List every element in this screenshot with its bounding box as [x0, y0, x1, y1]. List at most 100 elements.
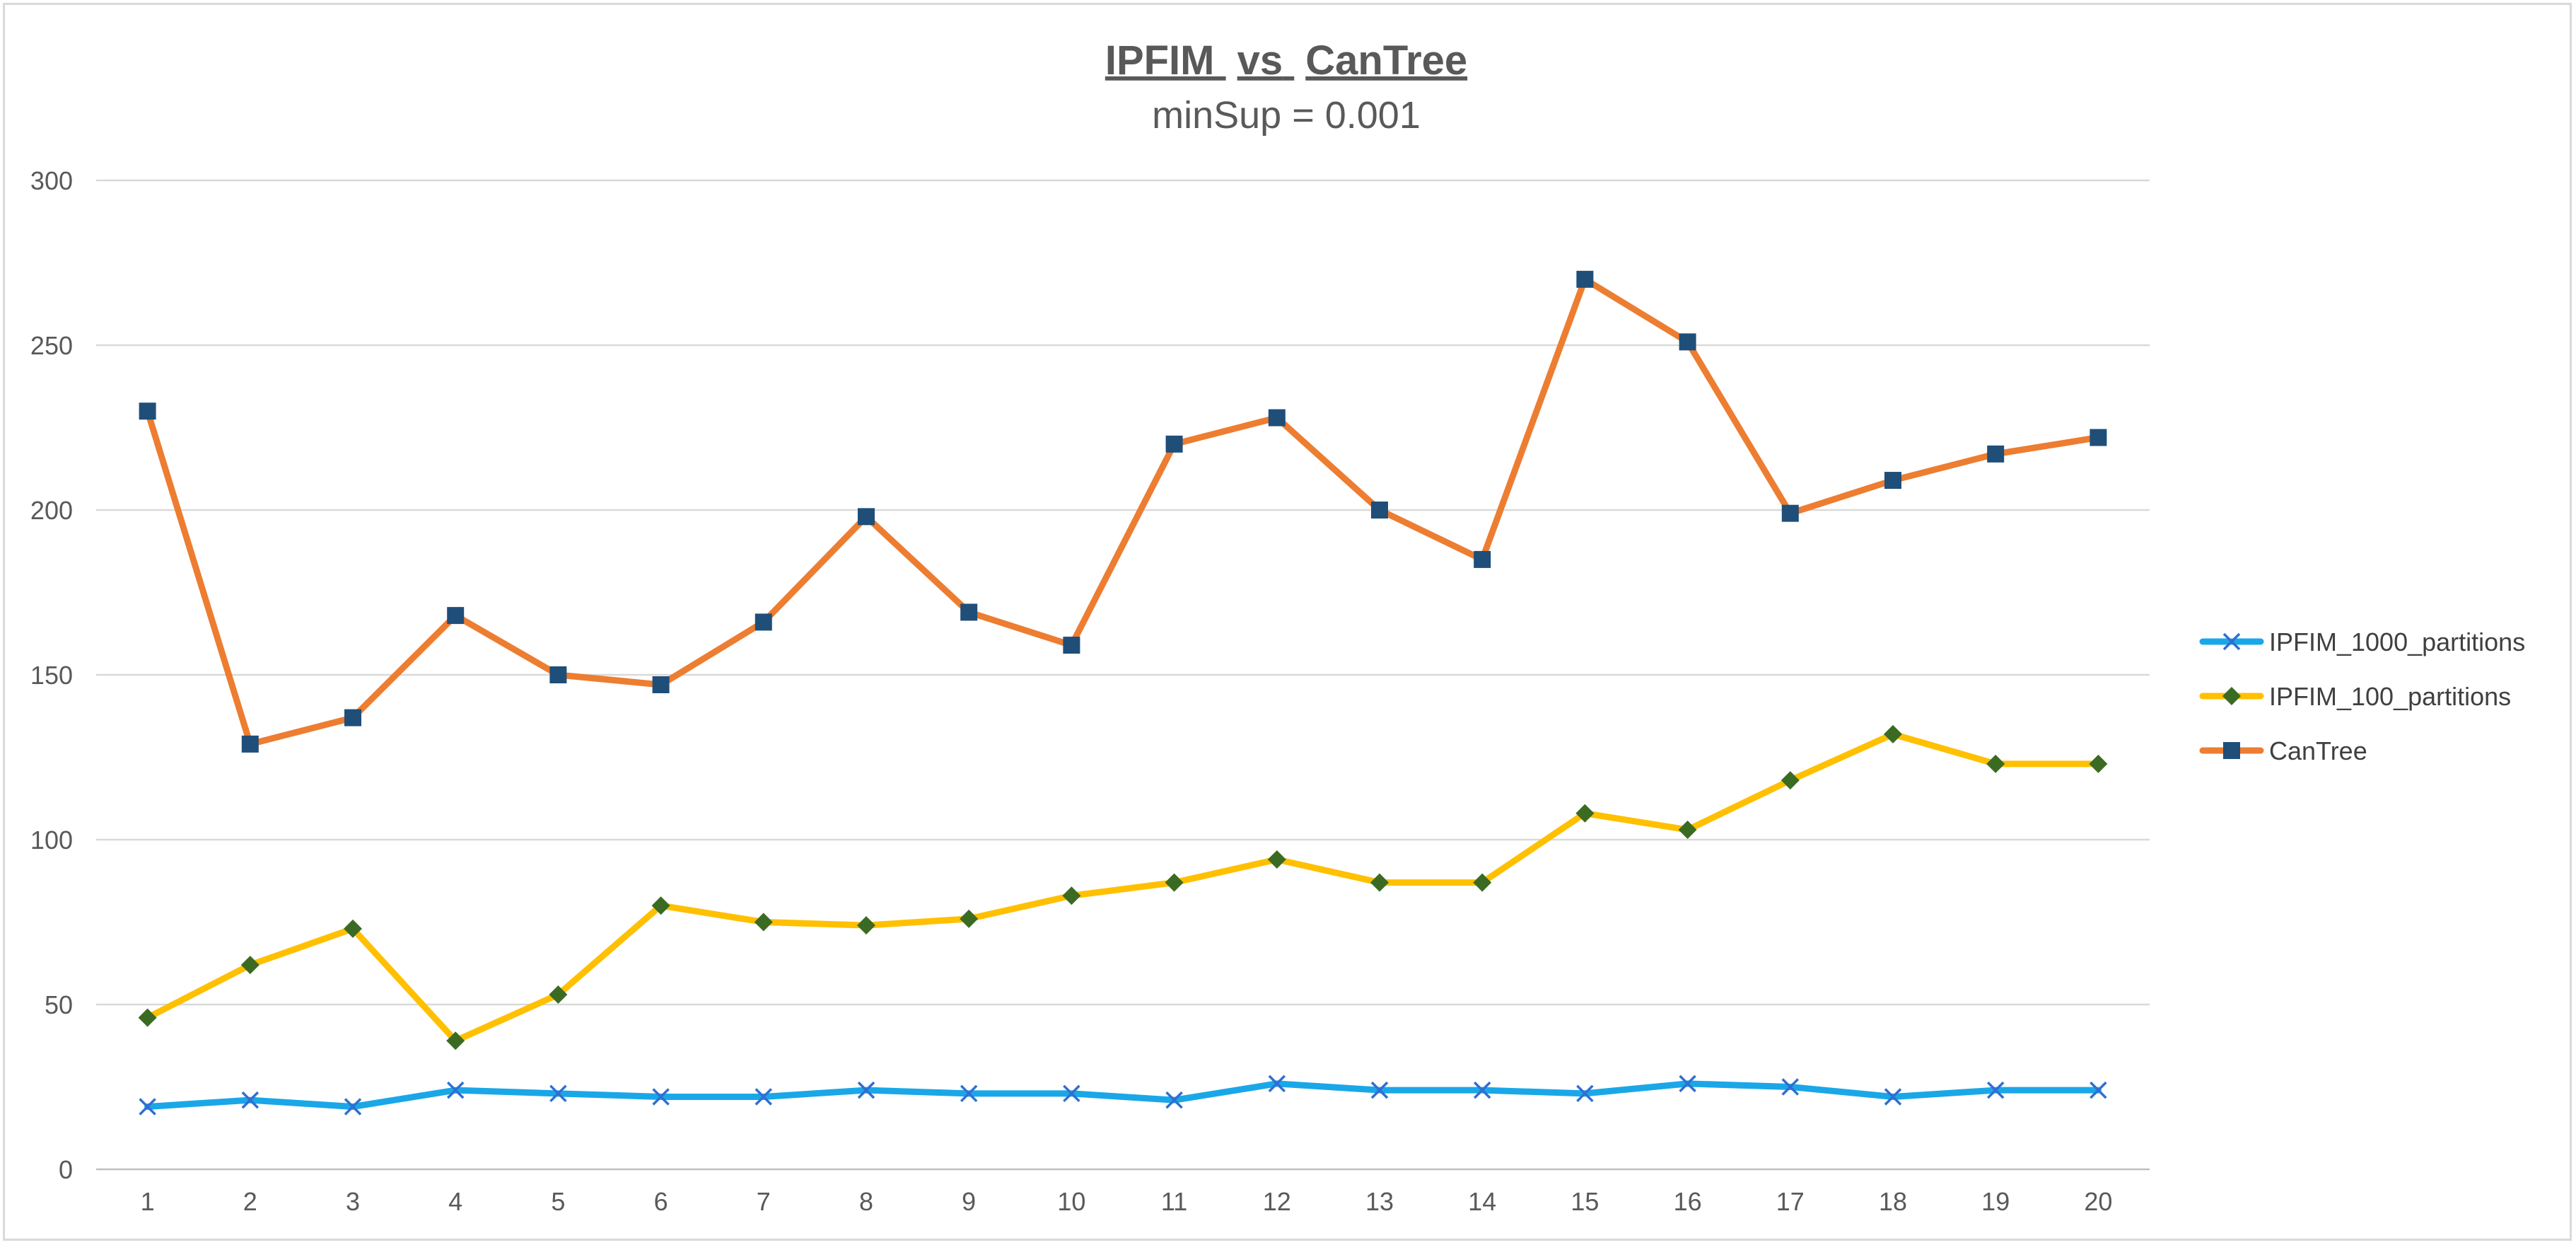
data-point-cantree-15 — [1576, 270, 1594, 288]
series-line-cantree — [144, 276, 2102, 748]
data-point-ipfim-1000-partitions-7 — [754, 1088, 773, 1106]
x-tick-label-9: 9 — [962, 1187, 976, 1216]
x-tick-label-14: 14 — [1468, 1187, 1496, 1216]
data-point-cantree-5 — [549, 666, 567, 683]
chart-subtitle: minSup = 0.001 — [1152, 94, 1421, 137]
data-point-ipfim-100-partitions-16 — [1678, 821, 1697, 840]
legend-label-ipfim-1000-partitions: IPFIM_1000_partitions — [2269, 627, 2525, 656]
x-tick-label-18: 18 — [1879, 1187, 1907, 1216]
legend-label-cantree: CanTree — [2269, 736, 2367, 765]
gridlines — [96, 179, 2150, 1006]
data-point-cantree-14 — [1474, 550, 1491, 568]
chart-title: IPFIM vs CanTree — [1105, 37, 1467, 83]
data-point-ipfim-100-partitions-12 — [1267, 850, 1286, 869]
x-tick-label-4: 4 — [448, 1187, 462, 1216]
data-point-ipfim-1000-partitions-17 — [1781, 1078, 1800, 1096]
legend-item-ipfim-1000-partitions: IPFIM_1000_partitions — [2199, 627, 2525, 656]
data-point-cantree-13 — [1371, 502, 1388, 519]
data-point-ipfim-1000-partitions-20 — [2090, 1081, 2107, 1099]
data-point-ipfim-1000-partitions-2 — [241, 1091, 260, 1109]
data-point-ipfim-1000-partitions-8 — [857, 1081, 875, 1099]
y-tick-label-150: 150 — [30, 661, 73, 690]
legend-label-ipfim-100-partitions: IPFIM_100_partitions — [2269, 682, 2511, 711]
data-point-cantree-3 — [344, 709, 361, 726]
data-point-ipfim-1000-partitions-15 — [1576, 1084, 1594, 1103]
data-point-ipfim-100-partitions-17 — [1781, 771, 1800, 790]
data-point-ipfim-1000-partitions-19 — [1986, 1081, 2005, 1099]
data-point-ipfim-100-partitions-13 — [1370, 873, 1389, 892]
data-point-cantree-7 — [754, 613, 772, 631]
title-part-vs: vs — [1237, 37, 1283, 83]
x-tick-label-11: 11 — [1161, 1187, 1187, 1216]
x-tick-label-16: 16 — [1674, 1187, 1702, 1216]
data-point-cantree-2 — [241, 735, 259, 753]
data-point-cantree-10 — [1063, 637, 1080, 654]
legend: IPFIM_1000_partitions IPFIM_100_partition… — [2199, 627, 2525, 765]
title-part-cantree: CanTree — [1305, 37, 1467, 83]
data-point-ipfim-100-partitions-9 — [960, 909, 979, 928]
data-point-cantree-6 — [652, 676, 670, 693]
x-tick-label-15: 15 — [1570, 1187, 1599, 1216]
y-tick-label-100: 100 — [30, 826, 73, 855]
legend-item-ipfim-100-partitions: IPFIM_100_partitions — [2199, 682, 2511, 711]
x-tick-label-17: 17 — [1776, 1187, 1805, 1216]
data-point-ipfim-1000-partitions-18 — [1884, 1088, 1902, 1106]
data-point-ipfim-1000-partitions-9 — [960, 1084, 978, 1103]
data-point-ipfim-100-partitions-2 — [240, 956, 260, 975]
data-point-cantree-19 — [1987, 445, 2005, 463]
data-point-ipfim-100-partitions-19 — [1986, 754, 2005, 773]
data-point-ipfim-100-partitions-15 — [1575, 804, 1595, 823]
series-cantree — [139, 270, 2107, 753]
x-tick-label-13: 13 — [1365, 1187, 1394, 1216]
data-point-cantree-16 — [1679, 333, 1696, 351]
data-point-ipfim-100-partitions-18 — [1884, 724, 1902, 743]
data-point-ipfim-1000-partitions-1 — [139, 1098, 156, 1116]
data-point-ipfim-1000-partitions-4 — [446, 1081, 465, 1099]
x-tick-label-2: 2 — [243, 1187, 257, 1216]
y-tick-label-300: 300 — [30, 166, 73, 195]
data-point-ipfim-1000-partitions-14 — [1473, 1081, 1491, 1099]
legend-marker-ipfim-100-partitions — [2222, 687, 2241, 705]
data-point-cantree-1 — [139, 403, 156, 420]
data-point-ipfim-100-partitions-7 — [754, 913, 773, 932]
x-tick-label-19: 19 — [1981, 1187, 2010, 1216]
chart-frame: IPFIM vs CanTree minSup = 0.001 0 50 100 15… — [3, 3, 2572, 1241]
data-point-cantree-12 — [1268, 409, 1286, 427]
y-tick-label-200: 200 — [30, 496, 73, 525]
x-tick-label-6: 6 — [654, 1187, 668, 1216]
line-chart: IPFIM vs CanTree minSup = 0.001 05010015… — [30, 37, 2525, 1216]
data-point-ipfim-100-partitions-3 — [344, 919, 362, 938]
data-point-ipfim-1000-partitions-3 — [344, 1098, 362, 1116]
series-ipfim-100-partitions — [138, 724, 2108, 1050]
data-point-ipfim-1000-partitions-12 — [1268, 1075, 1286, 1093]
data-point-ipfim-100-partitions-4 — [446, 1031, 465, 1050]
data-point-cantree-18 — [1884, 472, 1901, 490]
data-point-ipfim-100-partitions-10 — [1062, 886, 1081, 905]
y-tick-label-250: 250 — [30, 331, 73, 360]
data-point-cantree-17 — [1781, 504, 1799, 522]
title-part-ipfim: IPFIM — [1105, 37, 1215, 83]
data-point-ipfim-1000-partitions-5 — [549, 1084, 567, 1103]
data-point-cantree-9 — [960, 603, 978, 621]
x-tick-label-7: 7 — [757, 1187, 771, 1216]
x-tick-label-1: 1 — [141, 1187, 155, 1216]
legend-item-cantree: CanTree — [2199, 736, 2367, 765]
x-tick-label-20: 20 — [2084, 1187, 2112, 1216]
data-point-ipfim-1000-partitions-6 — [652, 1088, 670, 1106]
data-point-cantree-8 — [858, 508, 875, 526]
x-tick-label-3: 3 — [346, 1187, 360, 1216]
series-ipfim-1000-partitions — [139, 1075, 2107, 1116]
series-line-ipfim-1000-partitions — [144, 1080, 2102, 1110]
data-point-ipfim-1000-partitions-10 — [1063, 1084, 1080, 1103]
series-lines — [138, 270, 2108, 1116]
data-point-ipfim-100-partitions-8 — [857, 916, 875, 935]
data-point-cantree-11 — [1165, 435, 1183, 453]
data-point-cantree-4 — [447, 607, 465, 625]
x-tick-label-5: 5 — [551, 1187, 565, 1216]
y-tick-label-0: 0 — [59, 1155, 73, 1184]
legend-marker-cantree — [2223, 742, 2240, 759]
data-point-ipfim-100-partitions-14 — [1473, 873, 1492, 892]
data-point-cantree-20 — [2090, 429, 2107, 446]
data-point-ipfim-100-partitions-20 — [2089, 754, 2108, 773]
